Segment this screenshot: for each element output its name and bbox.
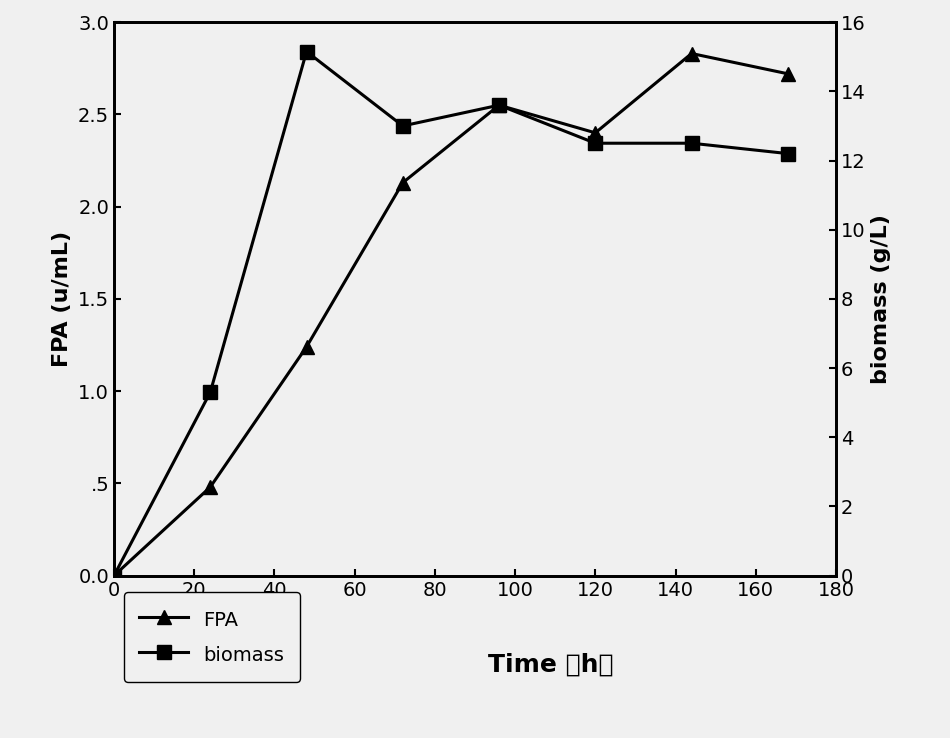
Legend: FPA, biomass: FPA, biomass <box>124 592 300 682</box>
biomass <box>686 139 697 148</box>
Y-axis label: biomass (g/L): biomass (g/L) <box>871 214 891 384</box>
FPA <box>782 69 793 78</box>
FPA <box>686 49 697 58</box>
FPA <box>397 179 408 187</box>
FPA <box>590 128 601 137</box>
FPA <box>301 342 313 351</box>
Line: biomass: biomass <box>107 44 795 582</box>
biomass <box>590 139 601 148</box>
biomass <box>397 122 408 131</box>
biomass <box>493 101 504 110</box>
biomass <box>204 388 216 397</box>
FPA <box>493 101 504 110</box>
biomass <box>782 149 793 158</box>
Y-axis label: FPA (u/mL): FPA (u/mL) <box>52 231 72 367</box>
Line: FPA: FPA <box>107 46 795 582</box>
Text: Time （h）: Time （h） <box>488 652 614 676</box>
biomass <box>108 571 120 580</box>
biomass <box>301 47 313 56</box>
FPA <box>108 571 120 580</box>
FPA <box>204 483 216 492</box>
